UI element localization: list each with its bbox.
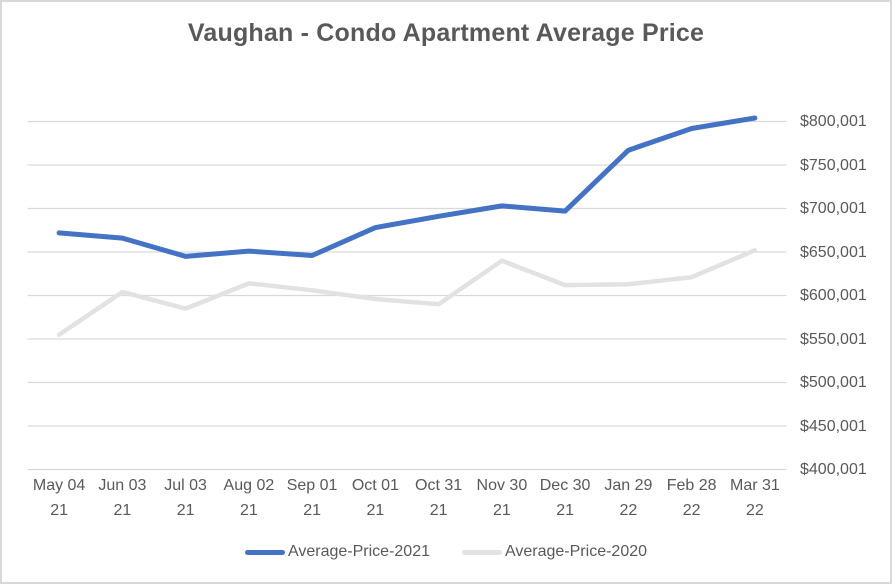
y-axis-label: $550,001: [800, 330, 867, 348]
x-axis-label: Sep 01 21: [286, 477, 338, 519]
legend-item-2020: Average-Price-2020: [462, 543, 647, 561]
legend-swatch-2020: [462, 549, 502, 555]
y-axis-label: $800,001: [800, 113, 867, 130]
y-axis-label: $750,001: [800, 156, 867, 174]
y-axis-label: $700,001: [800, 200, 867, 217]
series-line-Average-Price-2021: [56, 115, 758, 259]
series-line-Average-Price-2020: [56, 248, 758, 337]
x-axis-label: Nov 30 21: [476, 477, 528, 519]
y-axis-label: $600,001: [800, 287, 867, 304]
x-axis-label: Feb 28 22: [666, 477, 717, 519]
x-axis-label: Oct 31 21: [415, 477, 463, 519]
legend-label-2020: Average-Price-2020: [505, 543, 648, 560]
legend-swatch-2021: [244, 549, 285, 555]
x-axis-label: Oct 01 21: [351, 477, 399, 519]
y-axis-label: $500,001: [800, 374, 867, 391]
legend-label-2021: Average-Price-2021: [287, 543, 430, 560]
legend-item-2021: Average-Price-2021: [244, 543, 430, 561]
x-axis-label: Dec 30 21: [539, 477, 591, 519]
x-axis-label: Aug 02 21: [223, 477, 275, 519]
x-axis-label: Jul 03 21: [164, 477, 207, 519]
chart-title: Vaughan - Condo Apartment Average Price: [187, 19, 705, 47]
x-axis-label: Jan 29 22: [604, 477, 653, 519]
x-axis-label: May 04 21: [32, 477, 86, 519]
y-axis-label: $450,001: [800, 417, 867, 435]
y-axis-label: $400,001: [800, 461, 867, 478]
legend: Average-Price-2021 Average-Price-2020: [2, 543, 890, 561]
x-axis-label: Jun 03 21: [98, 477, 147, 519]
y-axis-label: $650,001: [800, 243, 867, 261]
x-axis-label: Mar 31 22: [729, 477, 780, 519]
